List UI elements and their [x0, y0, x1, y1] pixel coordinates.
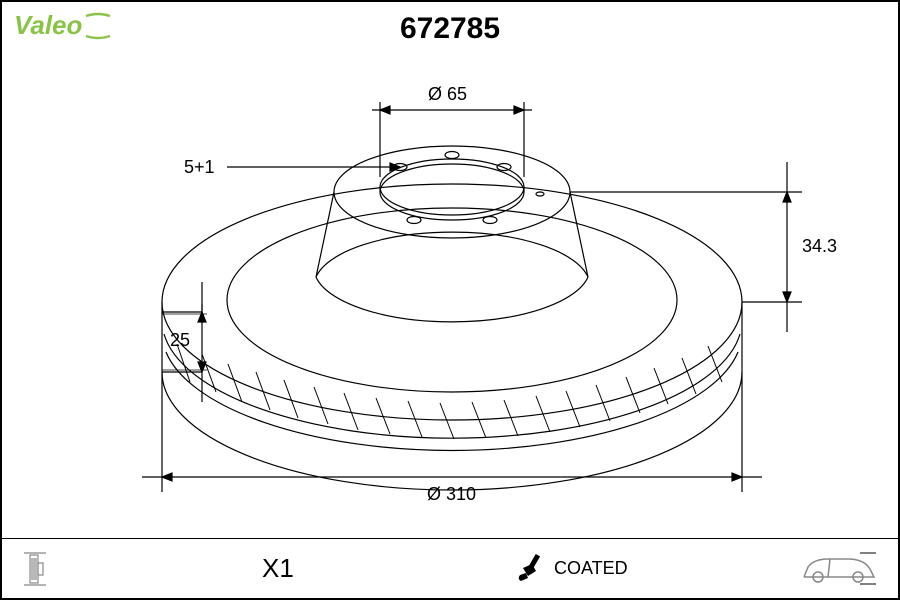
- part-number: 672785: [400, 12, 500, 46]
- dim-bolt-pattern: 5+1: [184, 157, 215, 178]
- dim-outer-diameter: Ø 310: [427, 484, 476, 505]
- disc-sideview-icon: [22, 549, 70, 589]
- technical-diagram: Ø 65 5+1 25 34.3 Ø 310: [2, 52, 900, 537]
- coated-indicator: COATED: [512, 551, 628, 587]
- svg-text:Valeo: Valeo: [14, 10, 83, 40]
- dim-hat-height: 34.3: [802, 236, 837, 257]
- brush-icon: [512, 551, 548, 587]
- drawing-frame: Valeo 672785: [0, 0, 900, 600]
- quantity-label: X1: [262, 553, 294, 584]
- dim-bore-diameter: Ø 65: [428, 84, 467, 105]
- car-position-icon: [798, 551, 878, 587]
- coated-label: COATED: [554, 558, 628, 579]
- brand-logo: Valeo: [14, 10, 124, 47]
- dim-thickness: 25: [170, 330, 190, 351]
- bottom-info-bar: X1 COATED: [2, 538, 898, 598]
